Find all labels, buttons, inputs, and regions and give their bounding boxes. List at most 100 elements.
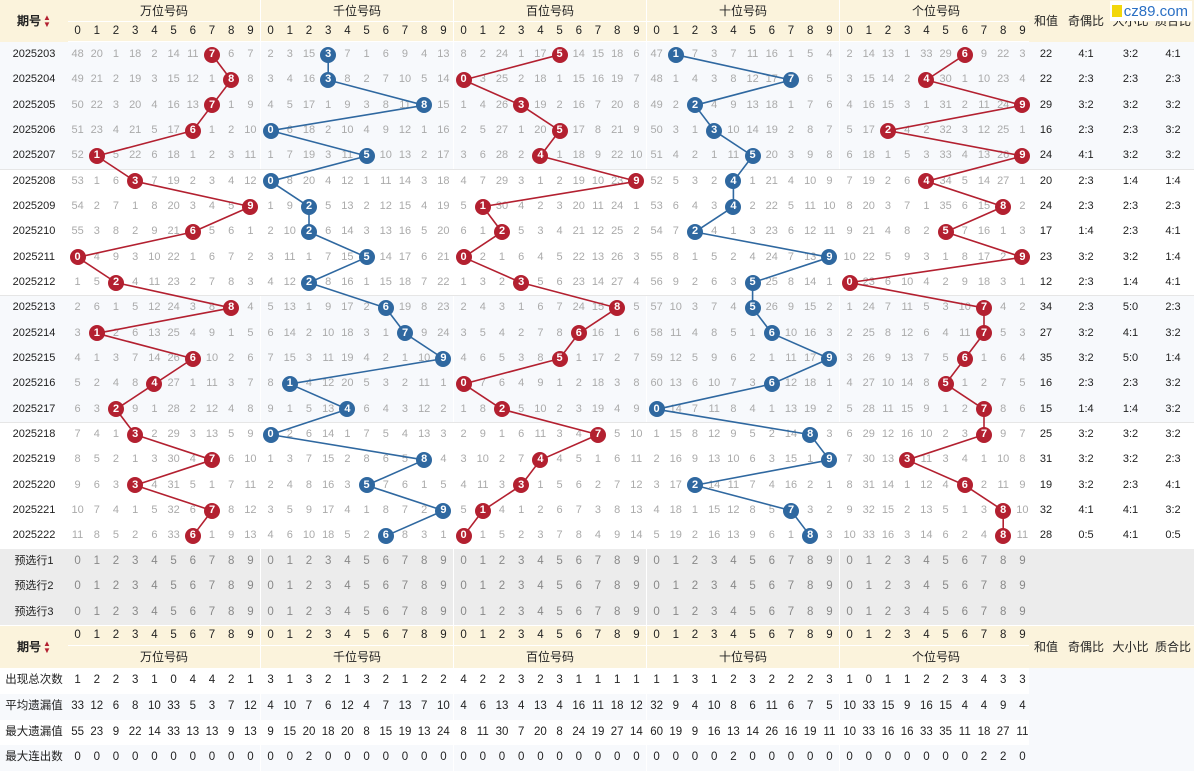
preselect-digit[interactable]: 8 [993,599,1013,625]
site-logo[interactable]: cz89.com [1109,1,1192,21]
preselect-digit[interactable]: 0 [68,599,88,625]
sort-arrows-icon[interactable]: ▲ ▼ [43,639,51,655]
issue-column-header[interactable]: 期号 ▲ ▼ [0,0,68,42]
preselect-digit[interactable]: 5 [550,599,570,625]
preselect-digit[interactable]: 3 [897,574,917,600]
preselect-digit[interactable]: 1 [666,574,686,600]
preselect-digit[interactable]: 5 [743,599,763,625]
preselect-digit[interactable]: 7 [588,549,608,575]
preselect-digit[interactable]: 4 [530,599,550,625]
preselect-digit[interactable]: 4 [337,549,357,575]
preselect-digit[interactable]: 1 [87,599,107,625]
preselect-digit[interactable]: 2 [878,549,898,575]
preselect-digit[interactable]: 0 [68,574,88,600]
preselect-digit[interactable]: 5 [936,574,956,600]
preselect-digit[interactable]: 7 [588,574,608,600]
preselect-digit[interactable]: 8 [607,599,627,625]
preselect-digit[interactable]: 7 [974,574,994,600]
preselect-digit[interactable]: 7 [395,599,415,625]
preselect-digit[interactable]: 6 [569,549,589,575]
preselect-digit[interactable]: 6 [569,574,589,600]
preselect-digit[interactable]: 4 [144,599,164,625]
preselect-digit[interactable]: 3 [125,599,145,625]
preselect-digit[interactable]: 5 [357,549,377,575]
preselect-digit[interactable]: 7 [588,599,608,625]
preselect-digit[interactable]: 1 [280,599,300,625]
preselect-digit[interactable]: 3 [125,549,145,575]
preselect-digit[interactable]: 2 [492,599,512,625]
preselect-digit[interactable]: 1 [473,549,493,575]
preselect-digit[interactable]: 1 [859,549,879,575]
preselect-digit[interactable]: 8 [993,549,1013,575]
preselect-digit[interactable]: 3 [897,599,917,625]
preselect-digit[interactable]: 9 [626,574,646,600]
preselect-digit[interactable]: 6 [183,574,203,600]
preselect-digit[interactable]: 7 [781,549,801,575]
preselect-digit[interactable]: 3 [704,549,724,575]
preselect-digit[interactable]: 2 [685,574,705,600]
preselect-digit[interactable]: 7 [781,574,801,600]
preselect-digit[interactable]: 2 [878,574,898,600]
preselect-digit[interactable]: 3 [318,599,338,625]
preselect-digit[interactable]: 0 [68,549,88,575]
preselect-digit[interactable]: 0 [454,574,474,600]
preselect-digit[interactable]: 0 [647,549,667,575]
preselect-digit[interactable]: 8 [221,549,241,575]
preselect-digit[interactable]: 1 [473,574,493,600]
preselect-digit[interactable]: 1 [473,599,493,625]
preselect-digit[interactable]: 1 [87,549,107,575]
preselect-digit[interactable]: 0 [840,549,860,575]
preselect-digit[interactable]: 1 [666,549,686,575]
preselect-digit[interactable]: 5 [936,549,956,575]
preselect-digit[interactable]: 9 [819,599,839,625]
preselect-digit[interactable]: 8 [993,574,1013,600]
preselect-digit[interactable]: 6 [955,599,975,625]
preselect-digit[interactable]: 1 [87,574,107,600]
preselect-digit[interactable]: 8 [800,599,820,625]
preselect-digit[interactable]: 8 [221,599,241,625]
preselect-digit[interactable]: 9 [819,574,839,600]
preselect-digit[interactable]: 8 [607,549,627,575]
preselect-digit[interactable]: 8 [800,549,820,575]
preselect-digit[interactable]: 6 [183,549,203,575]
preselect-digit[interactable]: 1 [280,574,300,600]
preselect-digit[interactable]: 1 [666,599,686,625]
preselect-digit[interactable]: 7 [395,574,415,600]
preselect-digit[interactable]: 8 [414,549,434,575]
preselect-digit[interactable]: 3 [704,574,724,600]
preselect-digit[interactable]: 4 [916,599,936,625]
preselect-digit[interactable]: 8 [607,574,627,600]
preselect-digit[interactable]: 1 [859,574,879,600]
preselect-digit[interactable]: 1 [859,599,879,625]
preselect-digit[interactable]: 3 [318,574,338,600]
preselect-digit[interactable]: 1 [280,549,300,575]
preselect-digit[interactable]: 2 [685,599,705,625]
preselect-digit[interactable]: 7 [974,599,994,625]
preselect-digit[interactable]: 3 [511,599,531,625]
preselect-digit[interactable]: 0 [840,599,860,625]
preselect-digit[interactable]: 3 [704,599,724,625]
preselect-digit[interactable]: 0 [647,599,667,625]
preselect-digit[interactable]: 4 [723,549,743,575]
preselect-digit[interactable]: 7 [974,549,994,575]
preselect-digit[interactable]: 9 [626,599,646,625]
preselect-digit[interactable]: 0 [454,599,474,625]
preselect-digit[interactable]: 8 [800,574,820,600]
preselect-digit[interactable]: 5 [550,549,570,575]
preselect-digit[interactable]: 8 [414,574,434,600]
preselect-digit[interactable]: 9 [240,574,260,600]
preselect-digit[interactable]: 5 [936,599,956,625]
preselect-digit[interactable]: 7 [202,599,222,625]
preselect-digit[interactable]: 7 [202,574,222,600]
preselect-digit[interactable]: 5 [357,574,377,600]
preselect-digit[interactable]: 5 [164,599,184,625]
preselect-digit[interactable]: 4 [723,599,743,625]
preselect-digit[interactable]: 6 [376,549,396,575]
preselect-digit[interactable]: 4 [144,574,164,600]
preselect-digit[interactable]: 9 [240,549,260,575]
preselect-digit[interactable]: 3 [318,549,338,575]
preselect-digit[interactable]: 5 [743,549,763,575]
preselect-digit[interactable]: 2 [492,549,512,575]
preselect-digit[interactable]: 2 [299,599,319,625]
footer-issue-header[interactable]: 期号 ▲ ▼ [0,626,68,668]
